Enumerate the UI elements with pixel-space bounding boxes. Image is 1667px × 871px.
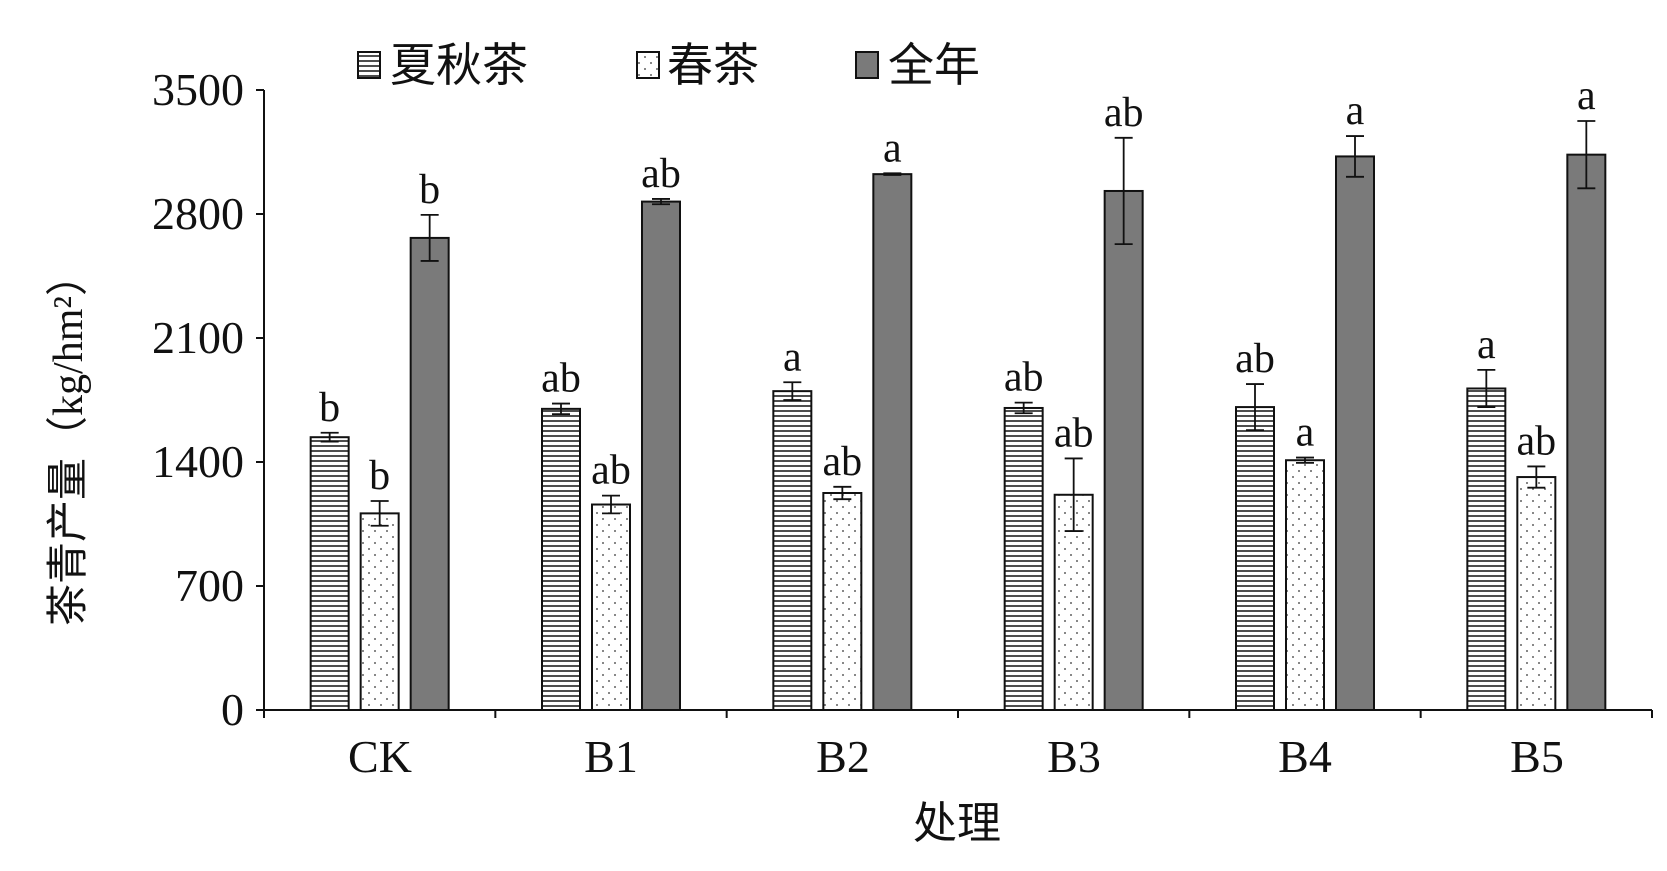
y-tick-label: 3500: [152, 64, 244, 115]
legend-swatch-annual: [855, 51, 879, 79]
bar: [541, 407, 581, 711]
significance-label: a: [883, 125, 902, 171]
significance-label: b: [319, 385, 340, 431]
bar: [1103, 189, 1144, 711]
significance-label: ab: [1235, 336, 1275, 382]
legend-item-spring: 春茶: [636, 40, 759, 91]
significance-label: b: [369, 453, 390, 499]
x-axis-title: 处理: [913, 799, 1001, 848]
bar: [872, 173, 913, 711]
significance-label: ab: [1517, 418, 1557, 464]
significance-label: b: [419, 167, 440, 213]
legend: 夏秋茶 春茶 全年: [357, 40, 980, 91]
bars: [309, 153, 1607, 712]
x-tick-label: B3: [1047, 731, 1101, 782]
bar: [591, 503, 631, 711]
y-tick-label: 2800: [152, 188, 244, 239]
legend-label-annual: 全年: [888, 40, 980, 91]
significance-label: ab: [823, 439, 863, 485]
legend-swatch-summer-autumn: [357, 51, 381, 79]
x-tick-label: B2: [816, 731, 870, 782]
y-tick-labels: 0 700 1400 2100 2800 3500: [152, 64, 244, 735]
bar: [409, 236, 450, 712]
legend-label-summer-autumn: 夏秋茶: [390, 40, 528, 91]
y-tick-label: 0: [221, 684, 244, 735]
bar: [1566, 153, 1607, 711]
bar: [1466, 387, 1507, 711]
significance-label: a: [1296, 410, 1315, 456]
y-axis-title: 茶青产量（kg/hm²）: [46, 254, 92, 626]
bar: [1285, 459, 1325, 711]
significance-label: ab: [1054, 410, 1094, 456]
legend-label-spring: 春茶: [667, 40, 759, 91]
bar: [1335, 155, 1375, 711]
legend-swatch-spring: [636, 51, 660, 79]
significance-label: a: [783, 334, 802, 380]
bar: [309, 436, 350, 711]
y-tick-label: 700: [175, 560, 244, 611]
bar: [641, 200, 681, 711]
significance-label: ab: [641, 151, 681, 197]
x-tick-label: B5: [1510, 731, 1564, 782]
x-tick-label: B1: [584, 731, 638, 782]
bar: [1516, 476, 1557, 711]
significance-label: ab: [591, 448, 631, 494]
bar: [1003, 406, 1044, 711]
bar: [1235, 406, 1275, 711]
significance-label: ab: [541, 356, 581, 402]
significance-label: ab: [1104, 90, 1144, 136]
x-tick-label: B4: [1278, 731, 1332, 782]
significance-label: ab: [1004, 355, 1044, 401]
bar: [772, 390, 813, 711]
bar: [822, 492, 863, 711]
axis-ticks: [256, 89, 1653, 718]
error-bars: [320, 120, 1596, 532]
y-tick-label: 2100: [152, 312, 244, 363]
x-tick-label: CK: [348, 731, 412, 782]
significance-label: a: [1577, 73, 1596, 119]
significance-label: a: [1346, 88, 1365, 134]
x-tick-labels: CK B1 B2 B3 B4 B5: [348, 731, 1564, 782]
bar: [359, 512, 400, 711]
legend-item-annual: 全年: [855, 40, 980, 91]
legend-item-summer-autumn: 夏秋茶: [357, 40, 528, 91]
significance-label: a: [1477, 322, 1496, 368]
y-tick-label: 1400: [152, 436, 244, 487]
